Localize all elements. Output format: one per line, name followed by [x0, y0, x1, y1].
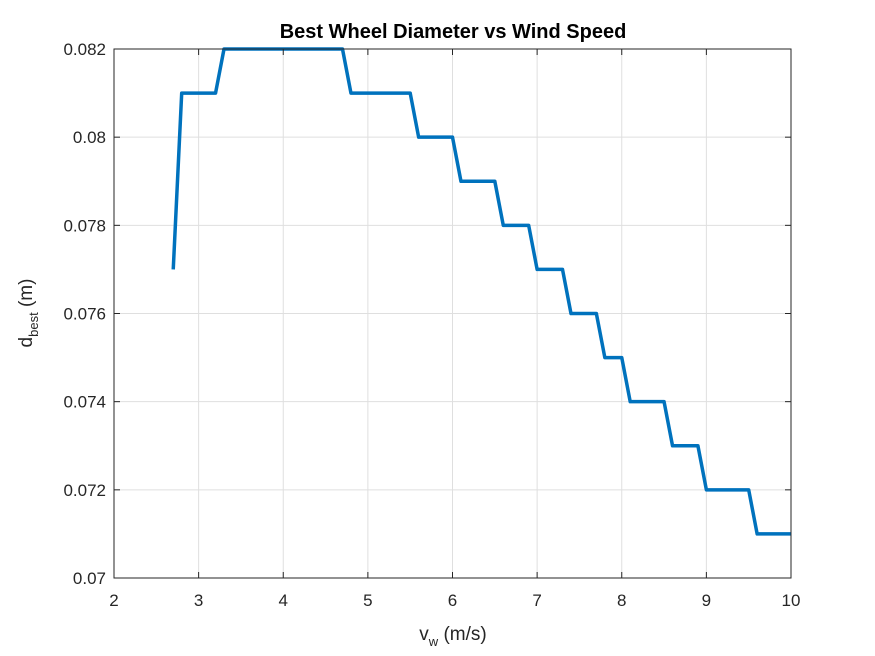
y-axis-label-rest: (m) [16, 279, 37, 313]
y-axis-label: dbest (m) [16, 279, 41, 348]
x-axis-ticks: 2 3 4 5 6 7 8 9 10 [109, 49, 800, 610]
series-layer [171, 47, 791, 536]
x-tick-label: 10 [782, 591, 801, 610]
x-tick-label: 8 [617, 591, 626, 610]
x-axis-label-sub: w [428, 634, 439, 649]
x-tick-label: 3 [194, 591, 203, 610]
y-tick-label: 0.078 [63, 216, 106, 235]
x-tick-label: 5 [363, 591, 372, 610]
y-axis-label-sub: best [26, 312, 41, 337]
y-tick-label: 0.076 [63, 305, 106, 324]
x-tick-label: 4 [279, 591, 288, 610]
x-axis-label: vw (m/s) [419, 624, 486, 649]
y-tick-label: 0.082 [63, 40, 106, 59]
y-tick-label: 0.08 [73, 128, 106, 147]
y-axis-ticks: 0.07 0.072 0.074 0.076 0.078 0.08 0.082 [63, 40, 791, 588]
y-tick-label: 0.074 [63, 393, 106, 412]
x-axis-label-rest: (m/s) [438, 624, 487, 645]
x-tick-label: 6 [448, 591, 457, 610]
y-tick-label: 0.07 [73, 569, 106, 588]
y-axis-label-main: d [16, 337, 37, 348]
series-line [171, 47, 791, 536]
x-axis-label-main: v [419, 624, 429, 645]
x-tick-label: 2 [109, 591, 118, 610]
x-tick-label: 9 [702, 591, 711, 610]
x-tick-label: 7 [532, 591, 541, 610]
chart-title: Best Wheel Diameter vs Wind Speed [280, 21, 627, 43]
y-tick-label: 0.072 [63, 481, 106, 500]
